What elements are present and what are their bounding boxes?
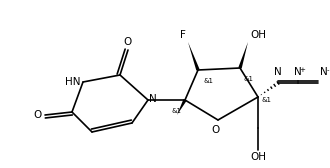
Text: &1: &1 (261, 97, 271, 103)
Text: HN: HN (64, 77, 80, 87)
Polygon shape (238, 42, 248, 69)
Text: -: - (327, 67, 329, 73)
Polygon shape (188, 42, 200, 71)
Text: O: O (34, 110, 42, 120)
Text: N: N (320, 67, 328, 77)
Text: N: N (149, 94, 157, 104)
Text: OH: OH (250, 30, 266, 40)
Polygon shape (177, 99, 186, 115)
Text: &1: &1 (203, 78, 213, 84)
Text: &1: &1 (172, 108, 182, 114)
Text: N: N (294, 67, 302, 77)
Text: F: F (180, 30, 186, 40)
Text: OH: OH (250, 152, 266, 162)
Text: +: + (299, 67, 305, 73)
Text: N: N (274, 67, 282, 77)
Text: O: O (124, 37, 132, 47)
Text: O: O (211, 125, 219, 135)
Text: &1: &1 (243, 76, 253, 82)
